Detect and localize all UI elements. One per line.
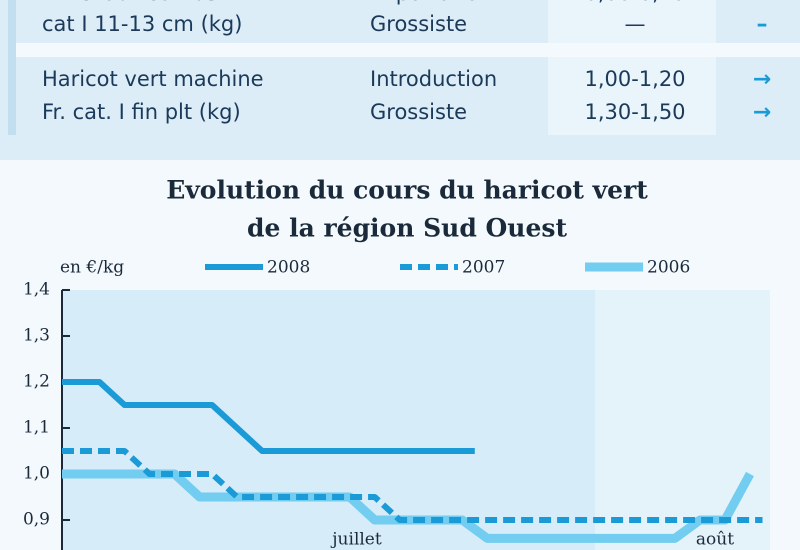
table-cell: Exportation — [370, 0, 492, 5]
price-column — [548, 0, 716, 135]
table-cell: Artichaut Camus Fr. — [42, 0, 248, 5]
chart-title: de la région Sud Ouest — [247, 214, 567, 243]
table-cell: Grossiste — [370, 12, 467, 36]
table-cell: Fr. cat. I fin plt (kg) — [42, 100, 241, 124]
table-cell: Haricot vert machine — [42, 67, 264, 91]
table-cell: 1,30-1,50 — [584, 100, 685, 124]
chart-title: Evolution du cours du haricot vert — [166, 176, 648, 205]
table-edge — [8, 0, 16, 135]
month-label: juillet — [330, 530, 382, 550]
legend-label: 2007 — [462, 258, 505, 278]
legend-label: 2006 — [647, 258, 690, 278]
trend-arrow: → — [753, 100, 771, 125]
y-tick-label: 0,9 — [23, 510, 50, 530]
y-tick-label: 1,4 — [23, 280, 50, 300]
table-cell: Grossiste — [370, 100, 467, 124]
legend-label: 2008 — [267, 258, 310, 278]
trend-arrow: → — [753, 67, 771, 92]
series-line — [62, 379, 475, 454]
y-tick-label: 1,0 — [23, 464, 50, 484]
trend-arrow: – — [757, 12, 768, 37]
row-separator — [16, 43, 800, 57]
y-tick-label: 1,2 — [23, 372, 50, 392]
trend-arrow: → — [753, 0, 771, 6]
table-cell: — — [625, 12, 646, 36]
table-cell: 1,00-1,20 — [584, 67, 685, 91]
y-tick-label: 1,1 — [23, 418, 50, 438]
table-cell: 0,60-0,70 — [584, 0, 685, 5]
plot-area — [62, 290, 595, 550]
month-label: août — [696, 530, 734, 550]
y-axis-label: en €/kg — [60, 258, 124, 278]
table-cell: Introduction — [370, 67, 497, 91]
table-cell: cat I 11-13 cm (kg) — [42, 12, 242, 36]
plot-area-2 — [595, 290, 770, 550]
y-tick-label: 1,3 — [23, 326, 50, 346]
